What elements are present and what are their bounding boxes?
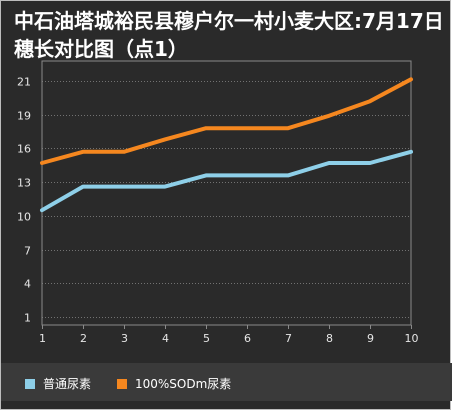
x-tick-label: 9 (367, 332, 374, 345)
y-tick-label: 16 (17, 143, 31, 156)
x-tick-label: 3 (121, 332, 128, 345)
legend-swatch-series-2 (117, 378, 127, 389)
y-tick-label: 10 (17, 211, 31, 224)
plot-area-border (41, 60, 412, 326)
legend-swatch-series-1 (25, 378, 35, 389)
legend-label-series-1: 普通尿素 (43, 377, 92, 391)
series-line-1 (40, 149, 413, 213)
y-tick-label: 21 (17, 76, 31, 89)
y-tick-label: 4 (24, 278, 31, 291)
chart-title: 中石油塔城裕民县穆户尔一村小麦大区:7月17日穗长对比图（点1） (14, 9, 444, 61)
x-tick-label: 7 (285, 332, 292, 345)
legend-item-series-2: 100%SODm尿素 (117, 375, 231, 392)
chart-legend: 普通尿素 100%SODm尿素 (1, 363, 452, 401)
y-tick-label: 19 (17, 110, 31, 123)
x-tick-label: 6 (244, 332, 251, 345)
y-tick-label: 7 (24, 245, 31, 258)
x-tick-label: 5 (203, 332, 210, 345)
x-tick-label: 4 (162, 332, 169, 345)
x-tick-label: 8 (326, 332, 333, 345)
legend-label-series-2: 100%SODm尿素 (135, 377, 232, 391)
y-tick-label: 13 (17, 177, 31, 190)
x-tick-label: 1 (39, 332, 46, 345)
legend-item-series-1: 普通尿素 (25, 375, 91, 392)
y-tick-label: 1 (24, 312, 31, 325)
x-tick-label: 2 (80, 332, 87, 345)
series-line-2 (40, 77, 413, 165)
x-tick-label: 10 (405, 332, 419, 345)
